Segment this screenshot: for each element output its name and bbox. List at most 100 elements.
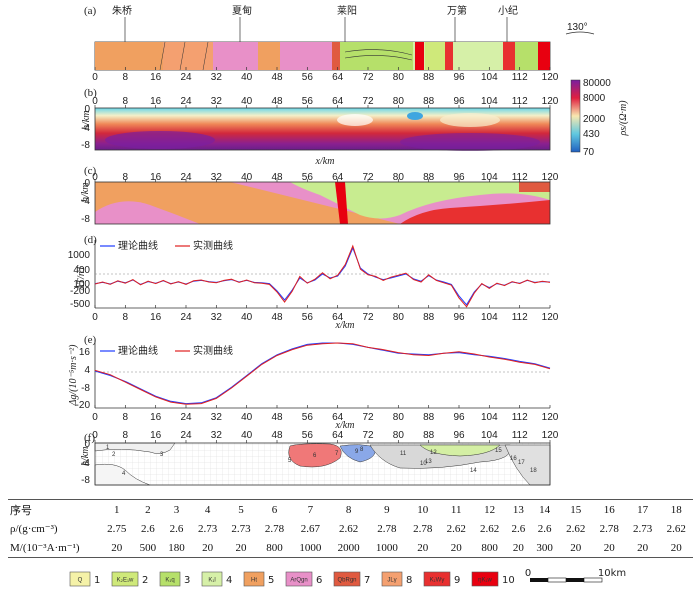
series-line-theory xyxy=(94,342,551,405)
model-body-number: 11 xyxy=(400,451,407,457)
x-tick-label: 72 xyxy=(362,96,374,107)
model-body-number: 10 xyxy=(420,461,427,467)
panel-c-ytick-4: -4 xyxy=(81,196,90,207)
model-body-number: 18 xyxy=(530,468,537,474)
legend-number: 1 xyxy=(94,575,100,586)
panel-a-label: (a) xyxy=(84,5,97,17)
table-cell: 5 xyxy=(224,499,258,519)
panel-b: (b) h/km 0 -4 xyxy=(81,78,629,167)
scale-bar-right-label: 10km xyxy=(598,568,626,579)
x-tick-label: 112 xyxy=(512,430,528,441)
x-tick-label: 64 xyxy=(332,430,344,441)
table-row-index: 序号 1 2 3 4 5 6 7 8 9 10 11 12 13 14 15 16 17 18 xyxy=(8,499,693,519)
x-tick-label: 24 xyxy=(180,430,192,441)
x-tick-label: 112 xyxy=(512,412,528,423)
x-tick-label: 120 xyxy=(542,96,559,107)
x-tick-label: 32 xyxy=(211,96,223,107)
legend-number: 5 xyxy=(268,575,274,586)
table-cell: 9 xyxy=(367,499,406,519)
x-tick-label: 8 xyxy=(123,412,129,423)
unit-jl-granite-west xyxy=(163,42,213,70)
x-tick-label: 0 xyxy=(92,430,98,441)
x-tick-label: 32 xyxy=(211,72,223,83)
table-cell: 180 xyxy=(162,538,191,558)
table-cell: 2.62 xyxy=(446,522,466,535)
x-tick-label: 40 xyxy=(241,72,253,83)
panel-b-label: (b) xyxy=(84,87,97,99)
unit-k1q xyxy=(340,42,413,70)
panel-e-xlabel: x/km xyxy=(335,420,355,431)
legend-number: 7 xyxy=(364,575,370,586)
x-tick-label: 104 xyxy=(481,96,498,107)
x-tick-label: 32 xyxy=(211,412,223,423)
table-cell: 20 xyxy=(439,538,473,558)
table-cell: 11 xyxy=(439,499,473,519)
azimuth-label: 130° xyxy=(567,22,588,33)
legend-code: Ht xyxy=(251,578,257,584)
section-intrusion-east xyxy=(400,200,550,224)
table-cell: 3 xyxy=(162,499,191,519)
x-tick-label: 104 xyxy=(481,412,498,423)
x-tick-label: 104 xyxy=(481,312,498,323)
panel-f-frame xyxy=(94,442,551,486)
table-cell: 12 xyxy=(472,499,507,519)
model-body-number: 7 xyxy=(335,451,339,457)
x-tick-label: 48 xyxy=(271,96,283,107)
model-body-1 xyxy=(94,442,176,454)
panel-d-ylabel: ΔT/nT xyxy=(76,264,87,291)
table-cell: 1000 xyxy=(367,538,406,558)
model-body-number: 17 xyxy=(518,460,525,466)
x-tick-label: 104 xyxy=(481,72,498,83)
legend-code: K₁q xyxy=(165,578,174,584)
legend-code: Q xyxy=(78,578,83,584)
legend-swatch xyxy=(285,571,313,587)
model-body-number: 5 xyxy=(288,458,292,464)
table-cell: 2.73 xyxy=(231,522,251,535)
x-tick-label: 80 xyxy=(393,172,405,183)
unit-k1q-east xyxy=(515,42,538,70)
legend-swatch xyxy=(471,571,499,587)
colorbar-tick-2000: 2000 xyxy=(583,114,606,125)
x-tick-label: 56 xyxy=(302,172,314,183)
x-tick-label: 64 xyxy=(332,172,344,183)
x-tick-label: 80 xyxy=(393,72,405,83)
table-cell: 17 xyxy=(625,499,660,519)
unit-qbrgn xyxy=(332,42,340,70)
model-body-number: 9 xyxy=(355,449,359,455)
colorbar xyxy=(570,79,581,153)
table-cell: 6 xyxy=(257,499,292,519)
x-tick-label: 120 xyxy=(542,172,559,183)
panel-b-ytick-4: -4 xyxy=(81,123,90,134)
table-cell: 2.62 xyxy=(566,522,586,535)
x-tick-label: 64 xyxy=(332,96,344,107)
table-cell: 300 xyxy=(530,538,559,558)
table-cell: 20 xyxy=(506,538,531,558)
panel-e-ytick-4: 4 xyxy=(84,365,90,376)
table-cell: 2.75 xyxy=(107,522,127,535)
x-tick-label: 96 xyxy=(453,172,465,183)
x-tick-label: 40 xyxy=(241,312,253,323)
panel-d-label: (d) xyxy=(84,234,97,246)
x-tick-label: 16 xyxy=(150,72,162,83)
table-cell: 4 xyxy=(190,499,225,519)
x-tick-label: 0 xyxy=(92,312,98,323)
panel-e: (e) Δg/(10⁻⁵m·s⁻²) 16 4 -8 -20 理论曲线 实测曲线… xyxy=(68,334,559,431)
model-body-number: 1 xyxy=(106,445,110,451)
series-line-theory xyxy=(94,246,551,306)
model-body-4 xyxy=(94,463,151,486)
x-tick-label: 32 xyxy=(211,312,223,323)
x-tick-label: 8 xyxy=(123,72,129,83)
colorbar-label: ρs/(Ω·m) xyxy=(618,100,629,137)
table-cell: 2.6 xyxy=(511,522,526,535)
strip-fault-2 xyxy=(179,41,186,71)
x-tick-label: 16 xyxy=(150,172,162,183)
panel-a: (a) 朱桥 夏甸 莱阳 万第 小纪 130° xyxy=(84,4,595,83)
x-tick-label: 96 xyxy=(453,430,465,441)
unit-k1l-2 xyxy=(453,42,503,70)
table-cell: 2.6 xyxy=(537,522,552,535)
panel-e-legend-theory: 理论曲线 xyxy=(118,344,158,357)
scale-bar-seg-1 xyxy=(530,578,548,582)
section-arqgn-west xyxy=(95,201,200,224)
x-tick-label: 88 xyxy=(423,96,435,107)
x-tick-label: 56 xyxy=(302,72,314,83)
